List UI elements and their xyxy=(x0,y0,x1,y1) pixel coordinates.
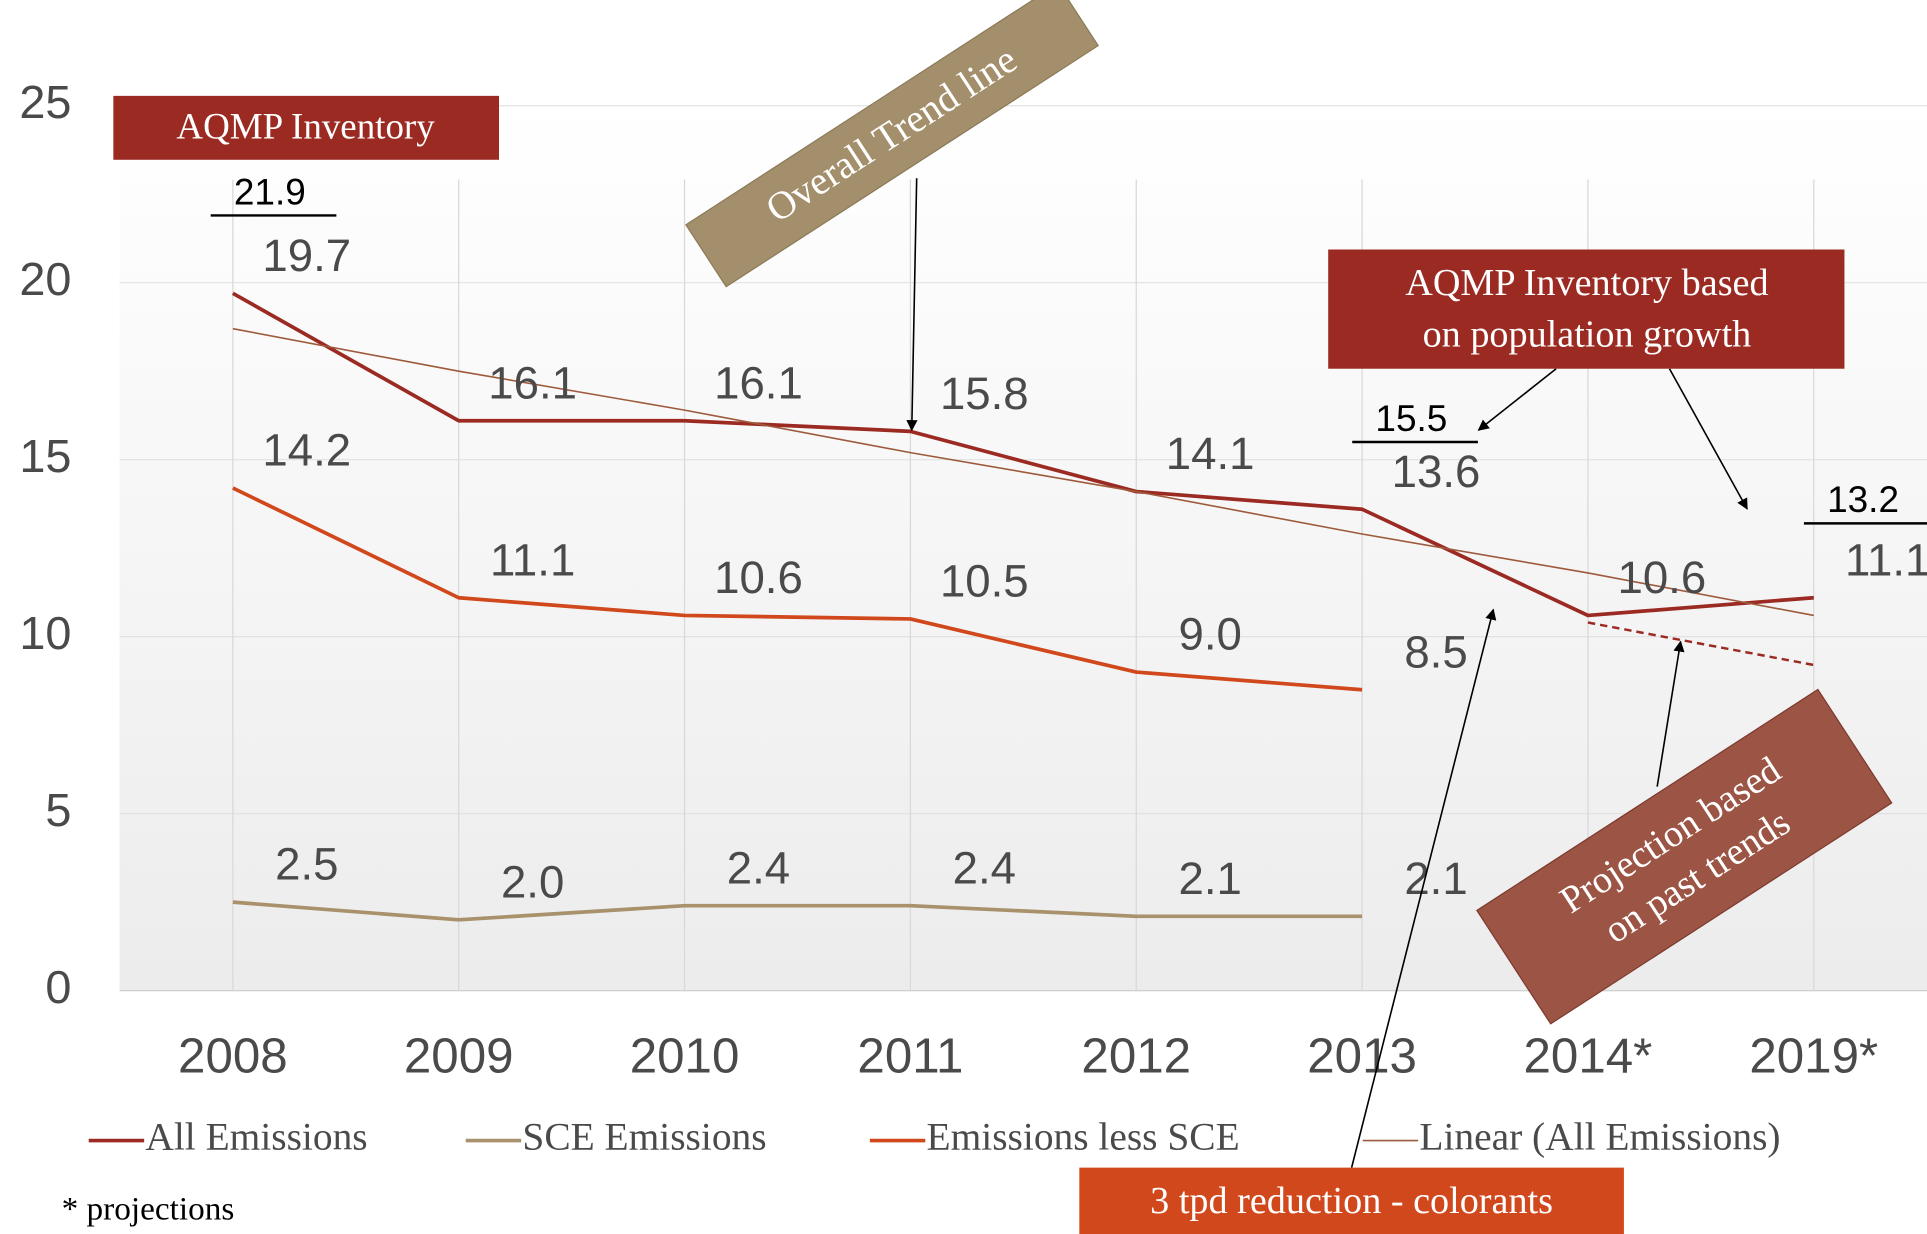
aqmp-label: 21.9 xyxy=(234,171,306,212)
y-tick-label: 20 xyxy=(19,253,71,305)
legend-label: SCE Emissions xyxy=(522,1115,766,1159)
arrow xyxy=(1477,368,1557,431)
arrow xyxy=(1668,368,1748,510)
x-tick-label: 2013 xyxy=(1307,1029,1417,1084)
data-label: 14.2 xyxy=(262,425,351,476)
annotation-box xyxy=(1079,1167,1624,1234)
data-label: 9.0 xyxy=(1178,609,1241,660)
legend-label: Emissions less SCE xyxy=(927,1115,1240,1159)
data-label: 13.6 xyxy=(1392,446,1481,497)
legend-label: All Emissions xyxy=(145,1115,367,1159)
projection-line xyxy=(1587,621,1814,667)
annotation-group: Projection based on past trends xyxy=(1476,688,1893,1025)
data-label: 19.7 xyxy=(262,230,351,281)
data-label: 16.1 xyxy=(488,357,577,408)
annotation-box xyxy=(113,95,499,160)
footnote: * projections xyxy=(62,1191,235,1228)
aqmp-label: 15.5 xyxy=(1375,398,1447,439)
y-tick-label: 25 xyxy=(19,76,71,128)
data-label: 11.1 xyxy=(490,534,575,585)
annotation: AQMP Inventory based xyxy=(1405,262,1768,304)
data-label: 2.1 xyxy=(1178,853,1241,904)
annotation: AQMP Inventory xyxy=(176,106,435,147)
legend-label: Linear (All Emissions) xyxy=(1419,1115,1780,1159)
annotation: on population growth xyxy=(1423,314,1752,356)
arrow xyxy=(1350,608,1497,1168)
data-label: 2.4 xyxy=(953,842,1016,893)
series-line xyxy=(232,900,1363,922)
y-tick-label: 0 xyxy=(45,961,71,1013)
x-tick-label: 2014* xyxy=(1524,1029,1653,1084)
annotation-box xyxy=(685,0,1100,288)
arrow xyxy=(1656,640,1685,787)
data-label: 15.8 xyxy=(940,368,1029,419)
x-tick-label: 2008 xyxy=(178,1029,288,1084)
annotation: 3 tpd reduction - colorants xyxy=(1150,1180,1553,1222)
series-line xyxy=(232,327,1814,617)
data-label: 10.6 xyxy=(714,552,803,603)
x-tick-label: 2011 xyxy=(857,1029,963,1084)
arrow xyxy=(906,178,918,432)
data-label: 8.5 xyxy=(1404,626,1467,677)
data-label: 10.6 xyxy=(1618,552,1707,603)
data-label: 11.1 xyxy=(1845,534,1927,585)
x-tick-label: 2012 xyxy=(1081,1029,1191,1084)
data-label: 2.1 xyxy=(1404,853,1467,904)
aqmp-label: 13.2 xyxy=(1827,479,1899,520)
x-tick-label: 2010 xyxy=(630,1029,740,1084)
data-label: 10.5 xyxy=(940,556,1029,607)
y-tick-label: 15 xyxy=(19,430,71,482)
x-tick-label: 2009 xyxy=(404,1029,514,1084)
x-tick-label: 2019* xyxy=(1749,1029,1878,1084)
data-label: 2.5 xyxy=(275,839,338,890)
annotation-box xyxy=(1476,688,1893,1025)
series-line xyxy=(232,486,1363,692)
annotation-box xyxy=(1328,249,1845,369)
data-label: 2.4 xyxy=(727,842,790,893)
data-label: 16.1 xyxy=(714,357,803,408)
series-line xyxy=(231,291,1814,618)
y-tick-label: 10 xyxy=(19,607,71,659)
data-label: 2.0 xyxy=(501,856,564,907)
y-tick-label: 5 xyxy=(45,784,71,836)
data-label: 14.1 xyxy=(1166,428,1255,479)
